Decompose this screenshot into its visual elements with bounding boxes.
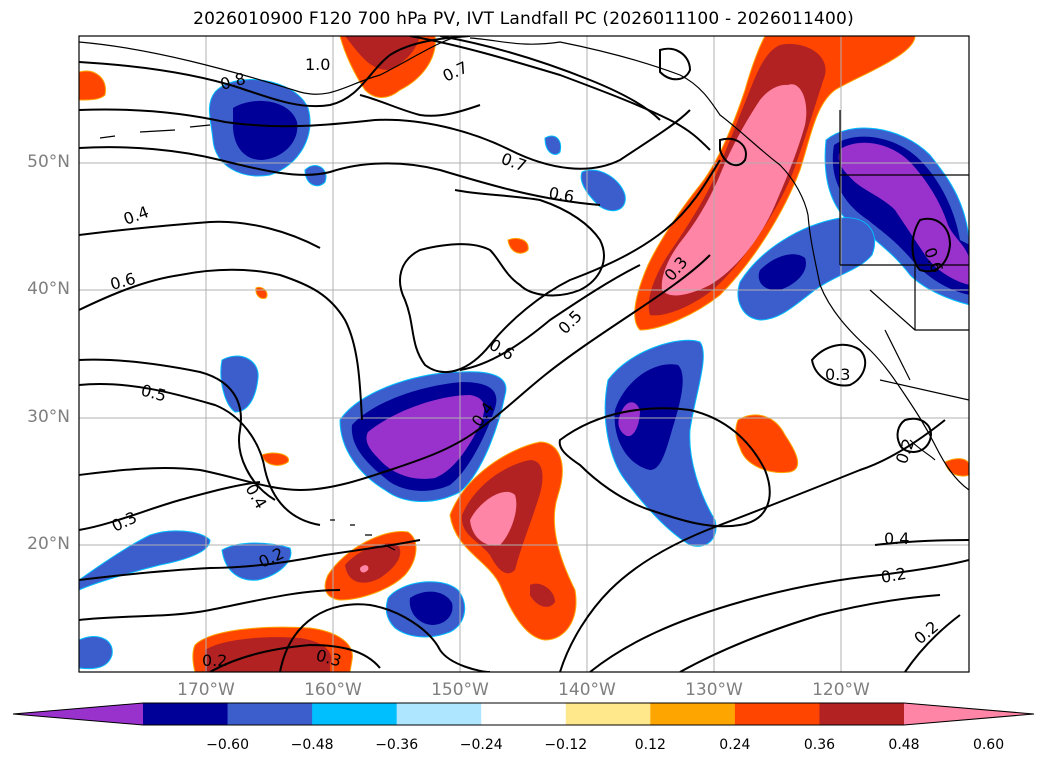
lon-label: 150°W <box>431 680 489 700</box>
colorbar-segment <box>819 703 905 725</box>
lat-label: 40°N <box>27 279 70 299</box>
contour-label: 0.2 <box>879 564 907 587</box>
colorbar-tick-label: −0.36 <box>375 737 419 753</box>
colorbar-tick-label: −0.60 <box>206 737 249 753</box>
colorbar-tick-label: 0.12 <box>634 737 666 753</box>
colorbar-segment <box>396 703 482 725</box>
colorbar-tick-label: 0.36 <box>803 737 836 753</box>
colorbar-segment <box>481 703 567 725</box>
colorbar-tick-label: −0.24 <box>459 737 503 753</box>
contour-label: 0.4 <box>884 529 909 548</box>
pv-contours <box>79 36 969 672</box>
lon-label: 140°W <box>558 680 616 700</box>
colorbar-segment <box>312 703 398 725</box>
lon-label: 120°W <box>812 680 870 700</box>
coastlines <box>79 36 969 551</box>
colorbar-tick-label: 0.60 <box>972 737 1005 753</box>
lon-label: 160°W <box>304 680 362 700</box>
colorbar-tick-label: 0.24 <box>719 737 751 753</box>
lat-label: 50°N <box>27 152 70 172</box>
lon-label: 170°W <box>177 680 235 700</box>
colorbar-segment <box>734 703 820 725</box>
colorbar-extend-left <box>13 703 143 725</box>
contour-label: 0.2 <box>202 651 227 670</box>
colorbar-segment <box>650 703 736 725</box>
colorbar-tick-label: −0.48 <box>290 737 334 753</box>
lat-label: 20°N <box>27 534 70 554</box>
colorbar-outline <box>12 702 1035 726</box>
colorbar-extend-right <box>904 703 1034 725</box>
colorbar-tick-label: −0.12 <box>544 737 588 753</box>
contour-label: 0.3 <box>825 365 850 384</box>
colorbar-segment <box>565 703 651 725</box>
lon-label: 130°W <box>685 680 743 700</box>
contour-label: 0.6 <box>547 183 575 206</box>
contour-label: 1.0 <box>305 55 330 74</box>
map-title: 2026010900 F120 700 hPa PV, IVT Landfall… <box>193 9 854 29</box>
colorbar-segment <box>143 703 229 725</box>
colorbar-segment <box>227 703 313 725</box>
map-frame <box>78 35 970 673</box>
colorbar-tick-label: 0.48 <box>888 737 920 753</box>
lat-label: 30°N <box>27 407 70 427</box>
graticule <box>79 36 969 672</box>
